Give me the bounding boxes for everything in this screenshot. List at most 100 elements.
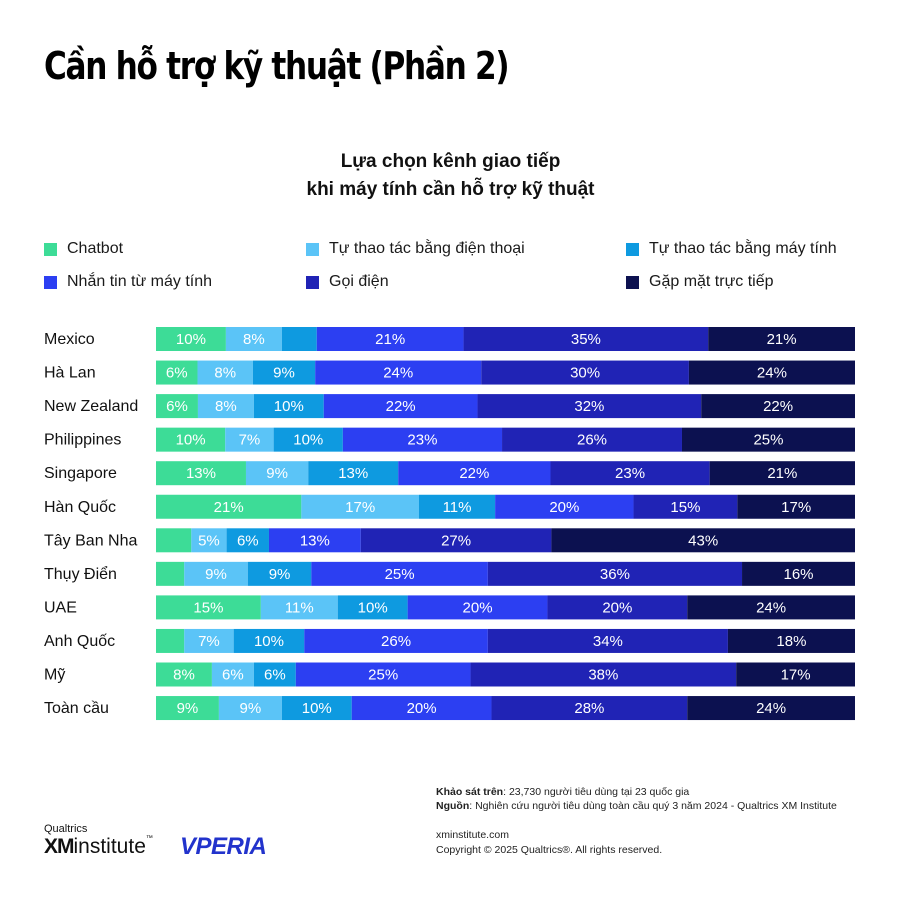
bar-segment-toan-cau-tu-thao-tac-bang-may-tinh	[281, 696, 352, 721]
data-label-anh-quoc-nhan-tin-tu-may-tinh: 26%	[381, 633, 411, 650]
data-label-philippines-tu-thao-tac-bang-may-tinh: 10%	[293, 432, 323, 449]
data-label-han-quoc-goi-dien: 15%	[670, 499, 700, 516]
data-label-uae-tu-thao-tac-bang-dien-thoai: 11%	[285, 599, 314, 616]
data-label-ha-lan-goi-dien: 30%	[570, 365, 600, 382]
data-label-singapore-goi-dien: 23%	[615, 465, 645, 482]
bar-segment-anh-quoc-chatbot	[156, 628, 185, 653]
bar-segment-anh-quoc-goi-dien	[487, 628, 728, 653]
data-label-han-quoc-gap-mat-truc-tiep: 17%	[781, 499, 811, 516]
legend-item-messaging: Nhắn tin từ máy tính	[44, 271, 212, 293]
bar-segment-toan-cau-goi-dien	[491, 696, 688, 721]
bar-segment-singapore-tu-thao-tac-bang-dien-thoai	[245, 461, 309, 486]
data-label-new-zealand-gap-mat-truc-tiep: 22%	[763, 398, 793, 415]
data-label-ha-lan-tu-thao-tac-bang-dien-thoai: 8%	[214, 365, 236, 382]
legend-swatch-phone-self-service	[306, 242, 319, 256]
data-label-han-quoc-nhan-tin-tu-may-tinh: 20%	[549, 499, 579, 516]
data-label-mexico-nhan-tin-tu-may-tinh: 21%	[375, 331, 405, 348]
data-label-singapore-chatbot: 13%	[186, 465, 216, 482]
data-label-toan-cau-goi-dien: 28%	[574, 700, 604, 717]
legend-label-phone-self-service: Tự thao tác bằng điện thoại	[329, 240, 525, 257]
data-label-philippines-tu-thao-tac-bang-dien-thoai: 7%	[239, 432, 261, 449]
category-label-thuy-dien: Thụy Điển	[44, 565, 117, 583]
bar-segment-tay-ban-nha-tu-thao-tac-bang-dien-thoai	[191, 528, 227, 553]
bar-segment-anh-quoc-tu-thao-tac-bang-may-tinh	[233, 628, 305, 653]
data-label-han-quoc-tu-thao-tac-bang-dien-thoai: 17%	[345, 499, 375, 516]
bar-segment-mexico-chatbot	[156, 327, 226, 351]
data-label-new-zealand-goi-dien: 32%	[574, 398, 604, 415]
data-label-uae-chatbot: 15%	[193, 599, 223, 616]
category-label-philippines: Philippines	[44, 432, 121, 449]
bar-segment-philippines-chatbot	[156, 427, 226, 452]
bar-segment-han-quoc-nhan-tin-tu-may-tinh	[495, 494, 634, 519]
data-label-thuy-dien-tu-thao-tac-bang-dien-thoai: 9%	[205, 566, 227, 583]
bar-segment-thuy-dien-nhan-tin-tu-may-tinh	[311, 561, 488, 586]
data-label-philippines-chatbot: 10%	[176, 432, 206, 449]
category-label-ha-lan: Hà Lan	[44, 365, 96, 382]
bar-segment-toan-cau-nhan-tin-tu-may-tinh	[351, 696, 492, 721]
data-label-philippines-nhan-tin-tu-may-tinh: 23%	[407, 432, 437, 449]
data-label-toan-cau-nhan-tin-tu-may-tinh: 20%	[407, 700, 437, 717]
data-label-mexico-gap-mat-truc-tiep: 21%	[767, 331, 797, 348]
bar-segment-singapore-nhan-tin-tu-may-tinh	[398, 461, 551, 486]
data-label-my-tu-thao-tac-bang-may-tinh: 6%	[264, 667, 286, 684]
bar-segment-ha-lan-goi-dien	[481, 360, 689, 385]
data-label-uae-goi-dien: 20%	[602, 599, 632, 616]
vperia-logo: VPERIA	[180, 833, 267, 860]
bar-segment-uae-nhan-tin-tu-may-tinh	[407, 595, 548, 620]
bar-segment-anh-quoc-gap-mat-truc-tiep	[727, 628, 855, 653]
bar-segment-ha-lan-gap-mat-truc-tiep	[688, 360, 855, 385]
legend-swatch-computer-self-service	[626, 242, 639, 256]
bar-segment-tay-ban-nha-chatbot	[156, 528, 192, 553]
bar-segment-new-zealand-chatbot	[156, 394, 198, 419]
chart-title-line-1: Lựa chọn kênh giao tiếp	[340, 151, 561, 172]
bar-segment-singapore-chatbot	[156, 461, 246, 486]
bar-segment-new-zealand-tu-thao-tac-bang-may-tinh	[253, 394, 324, 419]
bar-segment-ha-lan-nhan-tin-tu-may-tinh	[315, 360, 482, 385]
category-label-mexico: Mexico	[44, 331, 95, 348]
legend-label-chatbot: Chatbot	[67, 240, 124, 257]
website-link[interactable]: xminstitute.com	[436, 829, 509, 841]
bar-segment-toan-cau-gap-mat-truc-tiep	[687, 696, 855, 721]
bar-segment-thuy-dien-chatbot	[156, 561, 185, 586]
data-label-mexico-tu-thao-tac-bang-dien-thoai: 8%	[243, 331, 265, 348]
chart-title-line-2: khi máy tính cần hỗ trợ kỹ thuật	[306, 179, 595, 200]
legend-label-messaging: Nhắn tin từ máy tính	[67, 273, 212, 290]
chart-title: Lựa chọn kênh giao tiếp khi máy tính cần…	[0, 148, 901, 204]
data-label-han-quoc-tu-thao-tac-bang-may-tinh: 11%	[443, 499, 472, 516]
bar-segment-uae-goi-dien	[547, 595, 688, 620]
data-label-my-nhan-tin-tu-may-tinh: 25%	[368, 667, 398, 684]
bar-segment-uae-gap-mat-truc-tiep	[687, 595, 855, 620]
bar-segment-ha-lan-tu-thao-tac-bang-may-tinh	[252, 360, 316, 385]
data-label-anh-quoc-gap-mat-truc-tiep: 18%	[776, 633, 806, 650]
bar-segment-new-zealand-nhan-tin-tu-may-tinh	[323, 394, 478, 419]
bar-segment-ha-lan-tu-thao-tac-bang-dien-thoai	[197, 360, 253, 385]
source-note: Nguồn: Nghiên cứu người tiêu dùng toàn c…	[436, 800, 837, 812]
data-label-anh-quoc-goi-dien: 34%	[593, 633, 623, 650]
data-label-philippines-gap-mat-truc-tiep: 25%	[753, 432, 783, 449]
data-label-tay-ban-nha-tu-thao-tac-bang-may-tinh: 6%	[237, 532, 259, 549]
legend-swatch-phone-call	[306, 275, 319, 289]
bar-segment-my-tu-thao-tac-bang-dien-thoai	[211, 662, 254, 687]
category-label-anh-quoc: Anh Quốc	[44, 633, 115, 650]
legend-item-computer-self-service: Tự thao tác bằng máy tính	[626, 238, 837, 260]
data-label-my-goi-dien: 38%	[588, 667, 618, 684]
bar-segment-philippines-tu-thao-tac-bang-dien-thoai	[225, 427, 274, 452]
qualtrics-logo-text: Qualtrics	[44, 823, 88, 835]
category-label-toan-cau: Toàn cầu	[44, 700, 109, 717]
bar-segment-mexico-gap-mat-truc-tiep	[708, 327, 855, 351]
bar-segment-mexico-nhan-tin-tu-may-tinh	[316, 327, 464, 351]
data-label-singapore-tu-thao-tac-bang-dien-thoai: 9%	[266, 465, 288, 482]
data-label-ha-lan-gap-mat-truc-tiep: 24%	[757, 365, 787, 382]
bar-segment-uae-tu-thao-tac-bang-dien-thoai	[260, 595, 338, 620]
data-label-singapore-nhan-tin-tu-may-tinh: 22%	[459, 465, 489, 482]
data-label-ha-lan-chatbot: 6%	[166, 365, 188, 382]
bar-segment-singapore-gap-mat-truc-tiep	[709, 461, 855, 486]
bar-segment-tay-ban-nha-goi-dien	[360, 528, 552, 553]
legend: Chatbot Tự thao tác bằng điện thoại Tự t…	[44, 238, 864, 298]
data-label-toan-cau-tu-thao-tac-bang-may-tinh: 10%	[302, 700, 332, 717]
legend-label-computer-self-service: Tự thao tác bằng máy tính	[649, 240, 837, 257]
data-label-singapore-gap-mat-truc-tiep: 21%	[767, 465, 797, 482]
data-label-mexico-chatbot: 10%	[176, 331, 206, 348]
category-label-my: Mỹ	[44, 667, 65, 684]
data-label-tay-ban-nha-nhan-tin-tu-may-tinh: 13%	[300, 532, 330, 549]
